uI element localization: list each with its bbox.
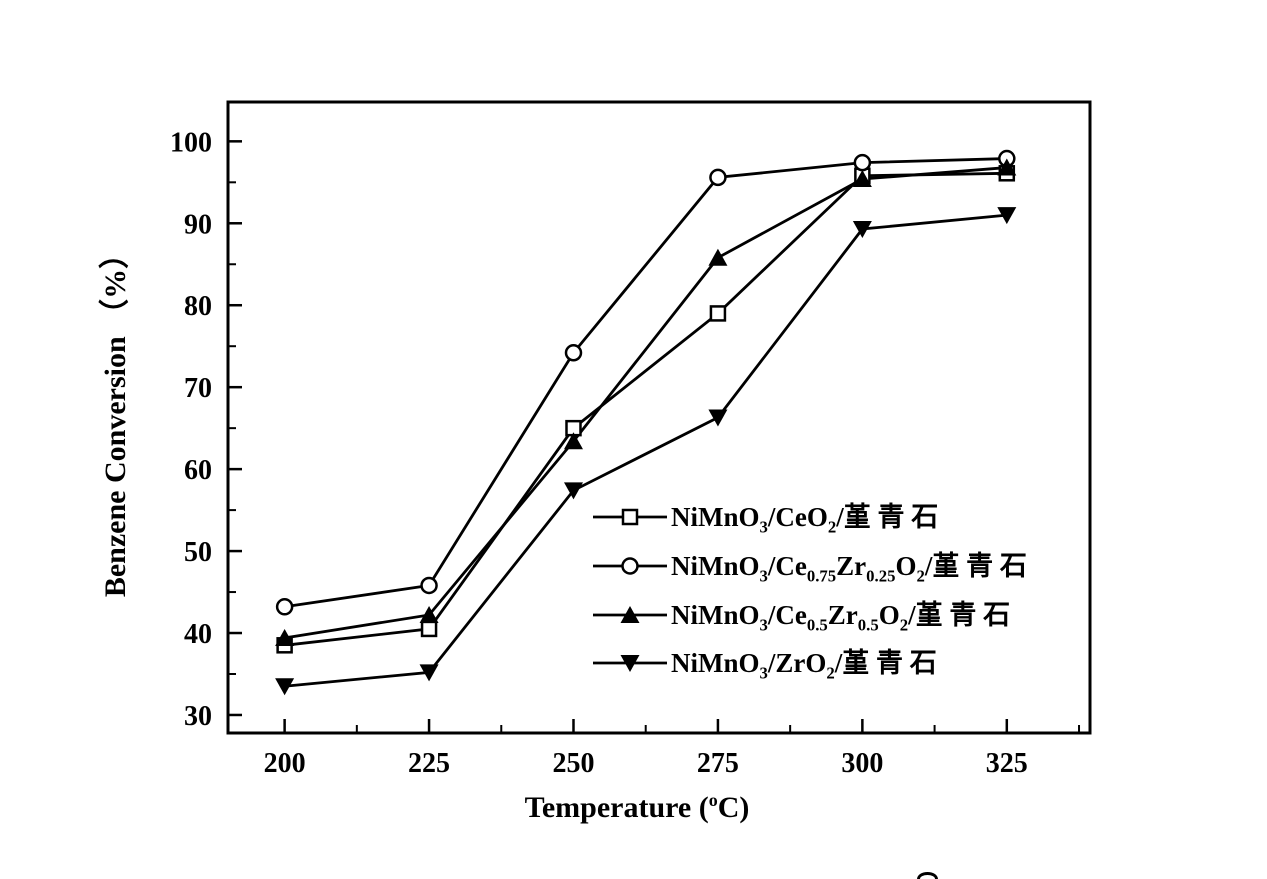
- square-marker: [621, 508, 639, 526]
- triangle-down-marker: [620, 655, 640, 672]
- circle-marker: [420, 576, 438, 595]
- triangle-down-marker: [275, 678, 295, 696]
- x-tick-label: 300: [841, 748, 883, 779]
- y-tick-label: 70: [184, 373, 212, 404]
- y-axis-title: Benzene Conversion （%）: [99, 238, 132, 598]
- triangle-up-marker: [852, 170, 872, 188]
- circle-marker: [275, 598, 294, 616]
- circle-marker: [709, 168, 727, 187]
- circle-marker: [853, 153, 872, 172]
- triangle-down-marker: [852, 221, 872, 239]
- square-marker: [420, 620, 438, 638]
- x-tick-label: 200: [264, 748, 306, 779]
- y-tick-label: 60: [184, 455, 212, 486]
- circle-marker: [621, 557, 639, 575]
- superscript: o: [708, 790, 718, 810]
- triangle-up-marker: [563, 432, 583, 450]
- series-line: [284, 171, 1007, 647]
- triangle-down-marker: [708, 409, 728, 427]
- triangle-up-marker: [708, 248, 728, 266]
- series-line: [284, 166, 1007, 640]
- x-tick-label: 225: [408, 748, 450, 779]
- triangle-up-marker: [275, 628, 295, 646]
- triangle-up-marker: [419, 605, 439, 623]
- y-tick-label: 50: [184, 537, 212, 568]
- y-tick-label: 100: [170, 127, 212, 158]
- y-tick-label: 90: [184, 209, 212, 240]
- triangle-down-marker: [419, 664, 439, 682]
- circle-marker: [564, 344, 583, 362]
- triangle-down-marker: [563, 482, 583, 500]
- triangle-up-marker: [997, 158, 1017, 176]
- x-axis-title: Temperature (oC): [524, 790, 750, 824]
- x-tick-label: 275: [697, 748, 739, 779]
- square-marker: [709, 305, 727, 322]
- axes-frame: [226, 100, 1092, 735]
- y-tick-label: 80: [184, 291, 212, 322]
- series-line: [284, 157, 1007, 609]
- triangle-down-marker: [997, 207, 1017, 225]
- triangle-up-marker: [620, 606, 640, 623]
- y-tick-label: 30: [184, 701, 212, 732]
- x-tick-label: 250: [552, 748, 594, 779]
- x-tick-label: 325: [986, 748, 1028, 779]
- series-line: [284, 213, 1007, 688]
- cropped-circle-mark: [917, 872, 938, 879]
- y-tick-label: 40: [184, 619, 212, 650]
